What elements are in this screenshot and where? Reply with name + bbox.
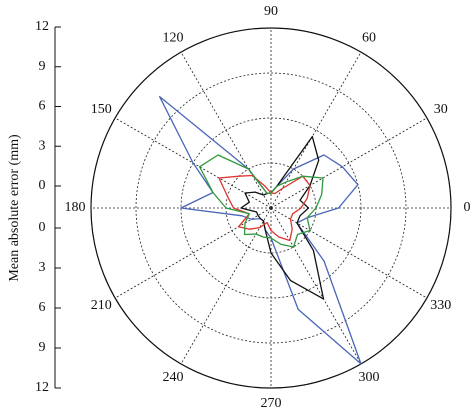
grid-spoke — [270, 51, 362, 209]
series-line — [158, 95, 362, 365]
grid-spoke — [114, 207, 272, 299]
theta-tick-label: 60 — [362, 30, 376, 45]
polar-frame — [90, 27, 452, 389]
theta-tick-label: 0 — [464, 200, 471, 215]
series-line — [218, 174, 311, 242]
series-line — [240, 135, 325, 300]
theta-tick-label: 90 — [264, 4, 278, 19]
y-tick-label: 3 — [39, 138, 46, 153]
grid-ring — [135, 72, 407, 344]
series-line — [198, 154, 324, 248]
theta-tick-label: 330 — [430, 298, 451, 313]
theta-tick-label: 270 — [261, 396, 282, 411]
theta-tick-label: 30 — [434, 102, 448, 117]
grid-spoke — [180, 207, 272, 365]
y-tick-label: 9 — [39, 340, 46, 355]
y-axis-title: Mean absolute error (mm) — [7, 134, 22, 282]
grid-spoke — [180, 51, 272, 209]
y-tick-label: 12 — [35, 19, 49, 34]
y-tick-label: 6 — [39, 300, 46, 315]
y-tick-label: 0 — [39, 220, 46, 235]
theta-tick-label: 150 — [91, 102, 112, 117]
grid-spoke — [270, 207, 362, 365]
theta-tick-label: 210 — [91, 298, 112, 313]
y-tick-label: 9 — [39, 59, 46, 74]
y-tick-label: 0 — [39, 178, 46, 193]
theta-tick-label: 180 — [65, 200, 86, 215]
y-tick-label: 6 — [39, 99, 46, 114]
y-tick-label: 3 — [39, 260, 46, 275]
grid-spoke — [270, 117, 428, 209]
grid-spoke — [270, 207, 428, 299]
y-tick-label: 12 — [35, 380, 49, 395]
theta-tick-label: 240 — [163, 370, 184, 385]
theta-tick-label: 120 — [163, 30, 184, 45]
theta-tick-label: 300 — [359, 370, 380, 385]
